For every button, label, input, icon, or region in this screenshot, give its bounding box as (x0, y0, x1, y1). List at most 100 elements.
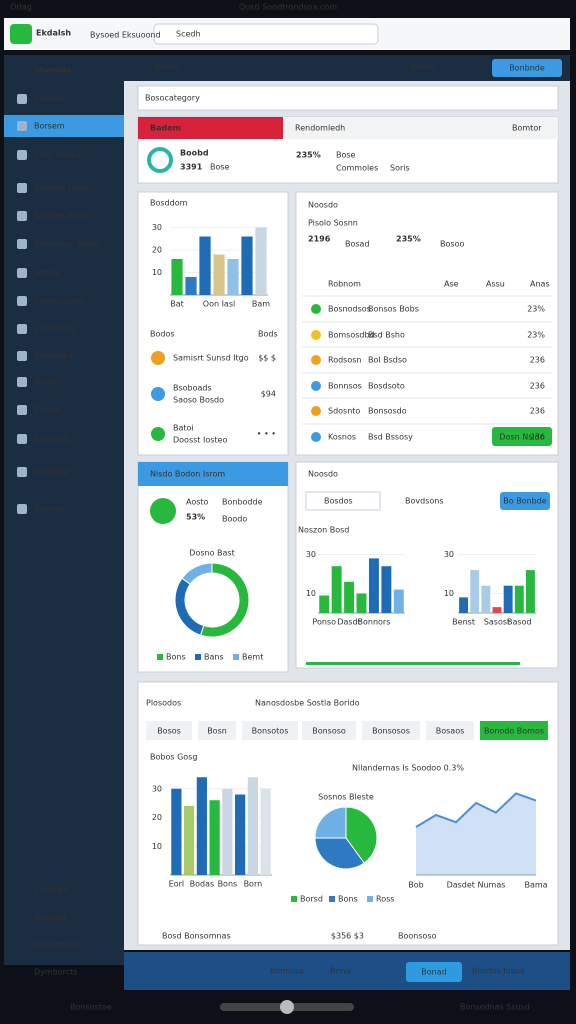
bar (525, 570, 535, 613)
x-tick-label: Bama (524, 881, 547, 890)
bar (470, 570, 480, 613)
tab[interactable] (362, 721, 420, 740)
label: Bosdos Iosna (472, 967, 525, 976)
nav-item[interactable]: Nartsga Bonts (34, 212, 91, 221)
label: 23% (527, 305, 545, 314)
label: Batoi (173, 424, 194, 433)
label[interactable]: Bonsosos (372, 727, 410, 736)
label[interactable]: Bonad (421, 968, 446, 977)
tab[interactable] (480, 721, 548, 740)
tab[interactable] (302, 721, 356, 740)
label[interactable]: Bonsoso (312, 727, 346, 736)
label: Doosst Iosteo (173, 436, 227, 445)
nav-item[interactable]: Bsmiata (34, 914, 67, 923)
nav-item[interactable]: Dosndon (34, 505, 69, 514)
panel (137, 85, 559, 111)
chart-title: Dosno Bast (189, 549, 234, 558)
nav-item[interactable]: Domortoria (34, 941, 80, 950)
x-tick-label: Bonnors (357, 618, 390, 627)
label[interactable]: Bosos (157, 727, 181, 736)
legend-swatch (233, 654, 239, 660)
sidebar-active[interactable] (4, 115, 124, 137)
search-text[interactable]: Scedh (176, 30, 201, 39)
label: Bosad (345, 240, 370, 249)
chart-title: Noszon Bosd (298, 526, 349, 535)
card (295, 191, 559, 456)
slice (345, 806, 378, 864)
slider-knob[interactable] (280, 1000, 294, 1014)
nav-item[interactable]: Sobde (34, 269, 59, 278)
label[interactable]: Bo Bonbde (503, 497, 547, 506)
nav-item[interactable]: Conoticlaltes (34, 297, 86, 306)
y-tick-label: 30 (306, 550, 316, 559)
nav-item[interactable]: Bsobonts (34, 435, 71, 444)
bar (514, 585, 524, 613)
label: Bonsostoe (70, 1003, 112, 1012)
slice (181, 562, 213, 585)
nav-icon (17, 296, 27, 306)
nav-item[interactable]: Conlogia (34, 886, 69, 895)
tab[interactable] (242, 721, 298, 740)
label[interactable]: Bosaos (436, 727, 465, 736)
nav-icon (17, 405, 27, 415)
nav-item[interactable]: Scoobd (34, 95, 63, 104)
table-button[interactable] (492, 427, 552, 446)
nav-item[interactable]: Donomed (34, 352, 73, 361)
label[interactable]: Bonsotos (252, 727, 289, 736)
x-tick-label: Bat (170, 300, 184, 309)
nav-item[interactable]: Oritingle (34, 468, 69, 477)
legend-label: Bans (204, 653, 224, 662)
bar (196, 777, 207, 875)
label: Bol Bsdso (368, 356, 407, 365)
label: $94 (261, 390, 276, 399)
nav-item[interactable]: Borsons Icons (34, 184, 89, 193)
bar (241, 236, 253, 295)
label: Bonsos Bobs (368, 305, 419, 314)
label: Bods (258, 330, 278, 339)
line (415, 792, 537, 828)
label: Noosdo (308, 470, 338, 479)
tab[interactable] (426, 721, 474, 740)
y-tick-label: 30 (152, 223, 162, 232)
bar (393, 589, 404, 613)
label[interactable]: Bovdsons (405, 497, 444, 506)
dropdown[interactable] (305, 491, 381, 511)
label[interactable]: Bosdos (324, 497, 353, 506)
tab[interactable] (146, 721, 192, 740)
bar (260, 788, 271, 875)
label: Kosnos (328, 433, 356, 442)
bar (171, 259, 183, 295)
bar (247, 777, 258, 875)
mid-button[interactable] (500, 492, 550, 510)
nav-item[interactable]: Bonrts (34, 406, 60, 415)
y-tick-label: 10 (152, 268, 162, 277)
label: Bosd Bonsomnas (162, 932, 231, 941)
stat-icon (150, 498, 176, 524)
x-tick-label: Bob (408, 881, 423, 890)
nav-item[interactable]: Sons Bomlan (34, 151, 86, 160)
tab[interactable] (198, 721, 236, 740)
label[interactable]: Bosn (207, 727, 227, 736)
label: • • • (257, 430, 276, 439)
label[interactable]: Bonodo Bomos (484, 727, 544, 736)
list-icon (151, 387, 165, 401)
row-icon (311, 381, 321, 391)
chart-title: Bobos Gosg (150, 753, 197, 762)
bottom-button[interactable] (406, 962, 462, 982)
search-box[interactable] (153, 23, 379, 45)
x-tick-label: Sasost (484, 618, 510, 627)
x-tick-label: Bodas (190, 880, 215, 889)
nav-item[interactable]: Eonoleling (34, 325, 76, 334)
nav-item[interactable]: Bnnte (34, 378, 58, 387)
bar (171, 788, 182, 875)
label[interactable]: Bonbnde (509, 64, 545, 73)
nav-item[interactable]: Danslloge Slants (34, 240, 101, 249)
nav-item[interactable]: Dymborcts (34, 968, 77, 977)
label: Nalsos (154, 63, 180, 72)
bar (492, 607, 502, 613)
nav-item[interactable]: Borsem (34, 122, 65, 131)
label[interactable]: Dosn Nsido (499, 433, 544, 442)
topnav-button[interactable] (492, 59, 562, 77)
x-tick-label: Oon Iasl (203, 300, 235, 309)
label: Orlag (10, 3, 32, 12)
